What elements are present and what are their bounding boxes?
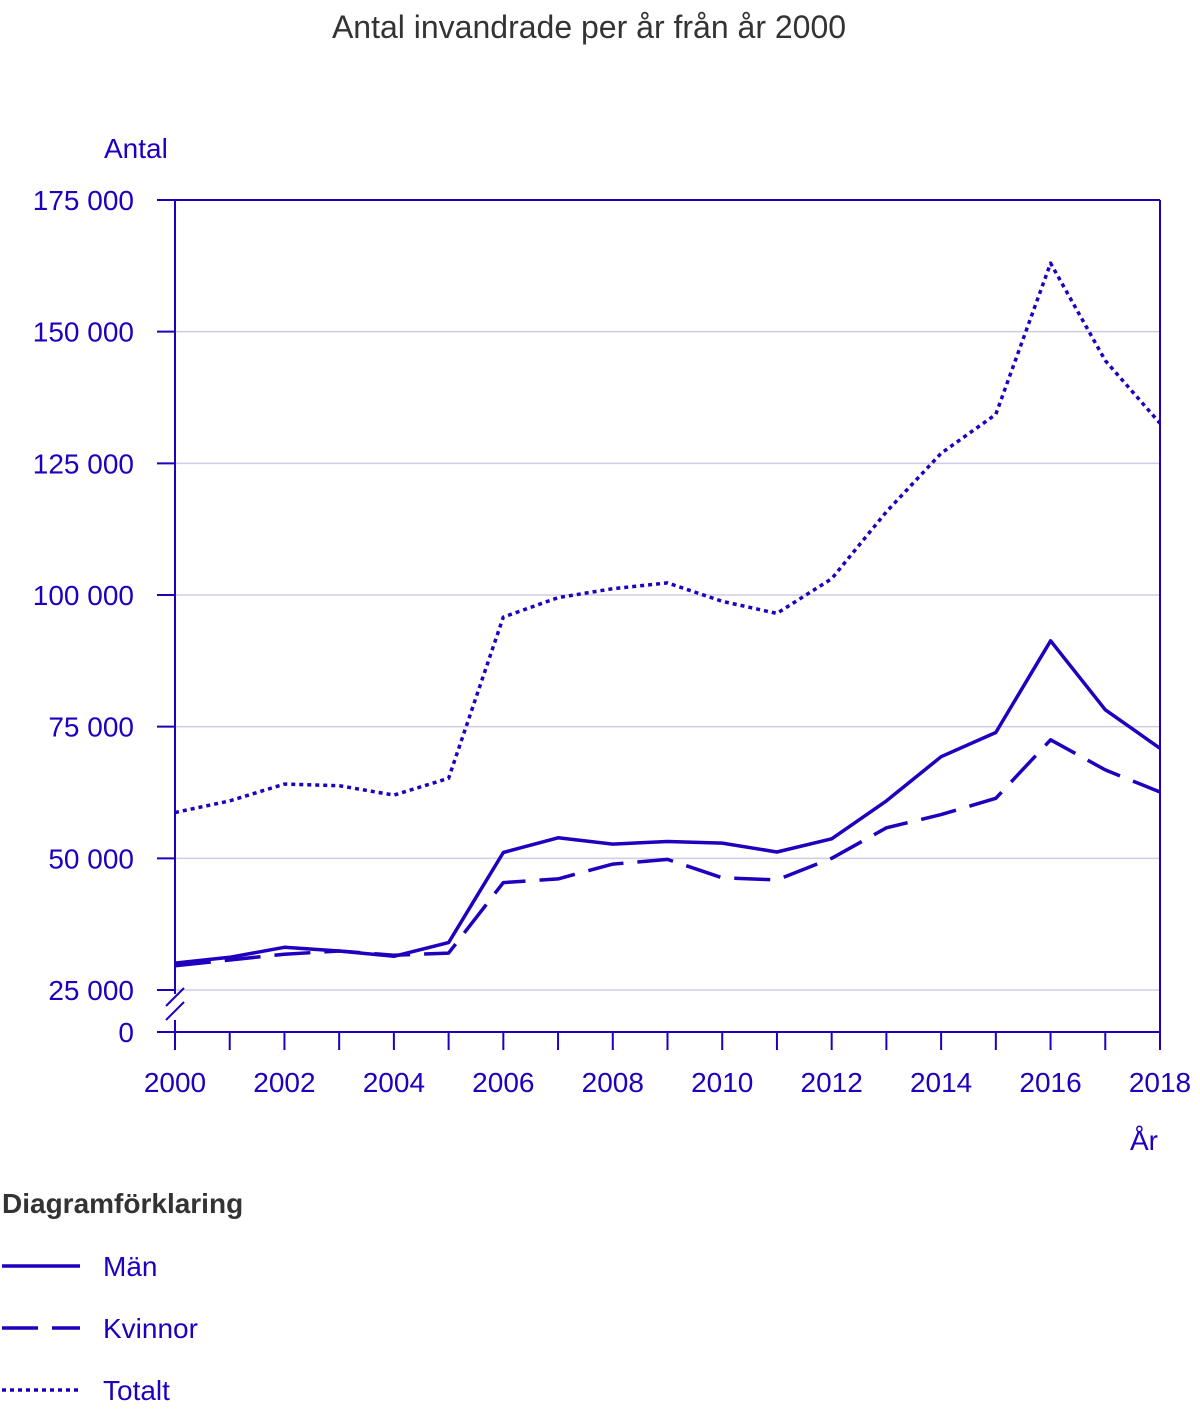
x-tick-label: 2010 (691, 1067, 753, 1098)
legend: Diagramförklaring Män Kvinnor Totalt (2, 1188, 243, 1406)
legend-title: Diagramförklaring (2, 1188, 243, 1219)
x-tick-label: 2014 (910, 1067, 972, 1098)
x-axis-label: År (1130, 1125, 1158, 1156)
grid (175, 199, 1160, 991)
axis-break-mark (165, 987, 185, 1007)
series-line-totalt (174, 261, 1162, 815)
y-tick-label: 50 000 (48, 843, 134, 874)
y-axis-label: Antal (104, 133, 168, 164)
series-lines (174, 261, 1162, 968)
series-line-män (174, 639, 1162, 965)
chart-title: Antal invandrade per år från år 2000 (332, 9, 846, 45)
x-tick-label: 2008 (582, 1067, 644, 1098)
y-tick-label: 175 000 (33, 185, 134, 216)
x-tick-label: 2016 (1019, 1067, 1081, 1098)
x-tick-label: 2006 (472, 1067, 534, 1098)
axes: 0 25 000 50 000 75 000 100 000 125 000 150 000… (33, 185, 1191, 1098)
y-tick-label: 75 000 (48, 712, 134, 743)
y-tick-label: 25 000 (48, 975, 134, 1006)
y-tick-label: 100 000 (33, 580, 134, 611)
y-tick-label: 0 (118, 1017, 134, 1048)
y-tick-label: 150 000 (33, 317, 134, 348)
x-tick-label: 2012 (801, 1067, 863, 1098)
legend-label: Totalt (103, 1375, 170, 1406)
x-tick-label: 2002 (253, 1067, 315, 1098)
x-tick-label: 2018 (1129, 1067, 1191, 1098)
series-line-kvinnor (174, 738, 1161, 968)
x-tick-label: 2000 (144, 1067, 206, 1098)
x-tick-label: 2004 (363, 1067, 425, 1098)
axis-break-mark (165, 1001, 185, 1021)
legend-label: Män (103, 1251, 157, 1282)
y-tick-label: 125 000 (33, 448, 134, 479)
legend-label: Kvinnor (103, 1313, 198, 1344)
